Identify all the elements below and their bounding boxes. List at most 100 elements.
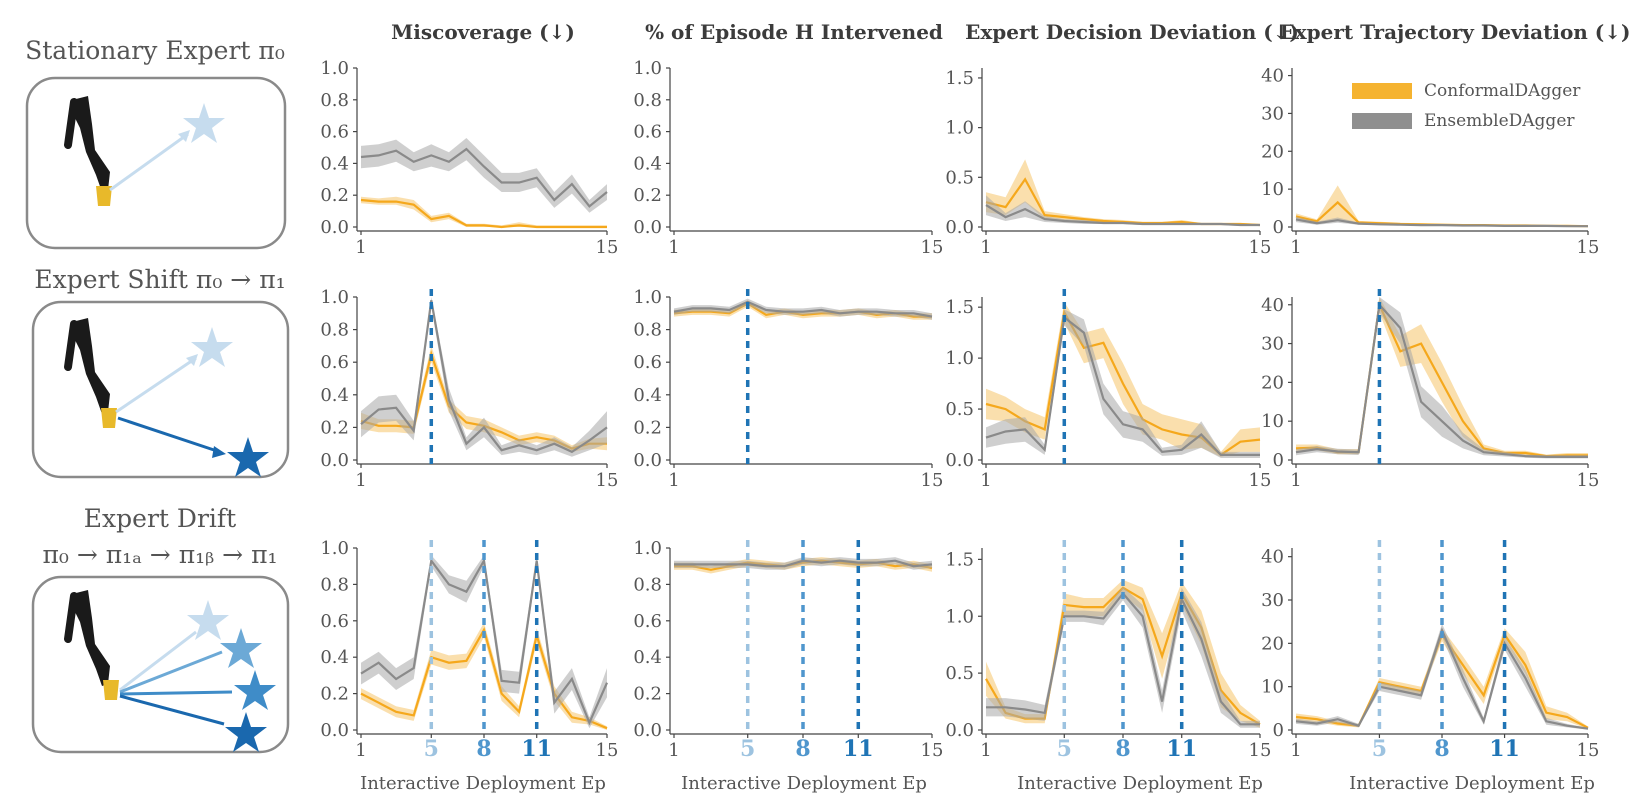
ensemble-line <box>1295 627 1589 730</box>
y-tick-label: 40 <box>1261 295 1284 316</box>
illustration-box <box>25 76 287 250</box>
y-tick-label: 1.5 <box>945 549 974 570</box>
y-tick-label: 0.0 <box>633 217 662 238</box>
y-tick-label: 0.4 <box>320 647 349 668</box>
column-title-miscoverage: Miscoverage (↓) <box>391 20 575 44</box>
y-tick-label: 0.6 <box>633 611 662 632</box>
y-tick-label: 30 <box>1261 334 1284 355</box>
ensemble-line <box>1295 302 1588 458</box>
ensemble-line <box>985 315 1260 456</box>
y-tick-label: 20 <box>1261 633 1284 654</box>
event-tick-label: 5 <box>424 736 439 762</box>
arrow-to-star-light <box>115 356 197 414</box>
chart-r2-c4: 0 10 20 30 40 1 15 <box>1261 289 1599 491</box>
star-icon-3 <box>234 670 276 710</box>
x-tick-label: 1 <box>355 237 366 258</box>
ensemble-line <box>985 204 1260 227</box>
x-axis-label-col2: Interactive Deployment Ep <box>681 773 927 794</box>
arrowhead-icon <box>186 354 198 366</box>
y-tick-label: 0.0 <box>320 217 349 238</box>
y-tick-label: 0.6 <box>320 352 349 373</box>
x-tick-label: 15 <box>1577 237 1600 258</box>
y-tick-label: 0.4 <box>633 385 662 406</box>
conformal-line <box>360 627 608 730</box>
ensemble-band <box>986 586 1260 728</box>
ensemble-band <box>986 195 1260 226</box>
y-tick-label: 0.8 <box>633 320 662 341</box>
chart-r2-c1: 0.0 0.2 0.4 0.6 0.8 1.0 1 15 <box>320 287 618 491</box>
y-tick-label: 0 <box>1273 217 1284 238</box>
x-tick-label: 1 <box>355 470 366 491</box>
x-tick-label: 15 <box>596 237 619 258</box>
illustration-shift <box>31 300 290 479</box>
ensemble-line <box>673 300 933 318</box>
legend-item-ensemble: EnsembleDAgger <box>1352 106 1580 136</box>
x-axis-label-col3: Interactive Deployment Ep <box>1017 773 1263 794</box>
event-tick-label: 5 <box>1372 736 1387 762</box>
y-tick-label: 0.0 <box>320 720 349 741</box>
x-tick-label: 1 <box>1290 470 1301 491</box>
y-tick-label: 0.4 <box>633 153 662 174</box>
legend: ConformalDAgger EnsembleDAgger <box>1352 76 1580 136</box>
ensemble-line <box>360 300 608 454</box>
event-tick-label: 5 <box>740 736 755 762</box>
illustration-drift <box>31 575 290 754</box>
chart-r1-c3: 0.0 0.5 1.0 1.5 1 15 <box>945 68 1271 258</box>
chart-r1-c2: 0.0 0.2 0.4 0.6 0.8 1.0 1 15 <box>633 58 943 258</box>
star-icon-2 <box>220 628 262 668</box>
event-tick-label: 8 <box>476 736 491 762</box>
x-axis-label-col1: Interactive Deployment Ep <box>360 773 606 794</box>
chart-r3-c1: 0.00.20.40.60.81.01 5 8 11 15 <box>320 538 618 762</box>
y-tick-label: 40 <box>1261 66 1284 87</box>
star-icon-1 <box>187 600 229 640</box>
y-tick-label: 0.0 <box>945 217 974 238</box>
event-tick-label: 8 <box>1115 736 1130 762</box>
y-tick-label: 0.2 <box>633 185 662 206</box>
row-title-drift: Expert Drift <box>83 504 237 533</box>
y-tick-label: 30 <box>1261 103 1284 124</box>
y-tick-label: 1.0 <box>633 287 662 308</box>
illustration-stationary <box>25 76 287 250</box>
y-tick-label: 0.0 <box>633 720 662 741</box>
event-tick-label: 8 <box>795 736 810 762</box>
y-tick-label: 0.2 <box>633 417 662 438</box>
y-tick-label: 1.5 <box>945 68 974 89</box>
column-title-decision-deviation: Expert Decision Deviation (↓) <box>965 20 1299 44</box>
star-icon-4 <box>225 712 267 752</box>
arrow-to-star-dark <box>117 416 221 454</box>
x-tick-label: 15 <box>1249 740 1272 761</box>
event-tick-label: 11 <box>843 736 874 762</box>
ensemble-band <box>674 298 932 320</box>
chart-r2-c2: 0.0 0.2 0.4 0.6 0.8 1.0 1 15 <box>633 287 943 491</box>
ensemble-line <box>674 559 933 568</box>
row-title-shift: Expert Shift π₀ → π₁ <box>34 265 286 294</box>
y-tick-label: 0.6 <box>633 122 662 143</box>
y-tick-label: 1.0 <box>945 118 974 139</box>
row-title-stationary: Stationary Expert π₀ <box>25 36 285 65</box>
y-tick-label: 0.8 <box>320 574 349 595</box>
y-tick-label: 0.5 <box>945 399 974 420</box>
x-tick-label: 1 <box>980 237 991 258</box>
y-tick-label: 0 <box>1273 450 1284 471</box>
x-tick-label: 1 <box>980 740 991 761</box>
y-tick-label: 1.0 <box>945 606 974 627</box>
ensemble-line <box>360 557 609 726</box>
y-tick-label: 1.0 <box>633 538 662 559</box>
arrow-to-star-3 <box>119 690 233 696</box>
chart-r2-c3: 0.0 0.5 1.0 1.5 1 15 <box>945 289 1271 491</box>
y-tick-label: 0.4 <box>320 385 349 406</box>
y-tick-label: 0.0 <box>945 450 974 471</box>
arrow-to-star <box>109 132 189 192</box>
x-tick-label: 15 <box>1577 470 1600 491</box>
illustration-box <box>31 575 290 754</box>
y-tick-label: 0.5 <box>945 663 974 684</box>
legend-item-conformal: ConformalDAgger <box>1352 76 1580 106</box>
y-tick-label: 10 <box>1261 677 1284 698</box>
robot-arm-icon <box>64 96 110 192</box>
y-tick-label: 20 <box>1261 372 1284 393</box>
event-tick-label: 11 <box>1489 736 1520 762</box>
y-tick-label: 0.2 <box>320 417 349 438</box>
ensemble-band <box>361 297 607 457</box>
